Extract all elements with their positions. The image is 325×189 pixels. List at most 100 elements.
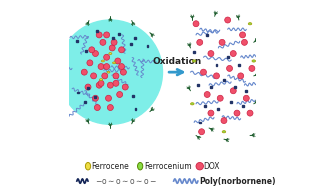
Polygon shape xyxy=(134,37,136,39)
Circle shape xyxy=(240,32,246,38)
Circle shape xyxy=(193,21,199,27)
Ellipse shape xyxy=(101,60,104,62)
Circle shape xyxy=(107,105,113,111)
Circle shape xyxy=(214,73,219,79)
Circle shape xyxy=(104,54,110,60)
Circle shape xyxy=(197,39,203,45)
Circle shape xyxy=(85,84,91,90)
Polygon shape xyxy=(84,101,86,103)
Circle shape xyxy=(117,91,123,98)
Text: Poly(norbornene): Poly(norbornene) xyxy=(200,177,276,186)
Polygon shape xyxy=(197,84,199,86)
Polygon shape xyxy=(85,50,86,52)
Circle shape xyxy=(113,80,119,86)
Polygon shape xyxy=(112,37,113,39)
Ellipse shape xyxy=(137,163,143,170)
Circle shape xyxy=(249,65,255,71)
Circle shape xyxy=(89,47,95,53)
Ellipse shape xyxy=(190,103,194,105)
Circle shape xyxy=(199,129,204,135)
Circle shape xyxy=(115,58,121,64)
Text: $\mathsf{-o{\sim}o{\sim}o{\sim}o-}$: $\mathsf{-o{\sim}o{\sim}o{\sim}o-}$ xyxy=(95,177,157,186)
Circle shape xyxy=(98,64,104,70)
Polygon shape xyxy=(94,96,96,98)
Polygon shape xyxy=(217,108,219,110)
Circle shape xyxy=(91,73,97,79)
Circle shape xyxy=(58,20,162,124)
Polygon shape xyxy=(215,64,217,66)
Polygon shape xyxy=(135,108,136,110)
Polygon shape xyxy=(227,56,228,58)
Polygon shape xyxy=(96,30,98,32)
Polygon shape xyxy=(223,79,225,81)
Polygon shape xyxy=(206,34,208,36)
Circle shape xyxy=(241,39,247,45)
Polygon shape xyxy=(230,101,232,103)
Polygon shape xyxy=(238,64,240,66)
Ellipse shape xyxy=(222,131,226,133)
Text: Ferrocenium: Ferrocenium xyxy=(144,162,191,171)
Polygon shape xyxy=(76,40,78,42)
Circle shape xyxy=(121,69,126,75)
Polygon shape xyxy=(204,105,206,107)
Circle shape xyxy=(93,95,98,101)
Circle shape xyxy=(225,17,231,23)
Polygon shape xyxy=(234,86,236,88)
Circle shape xyxy=(230,88,236,94)
Circle shape xyxy=(96,82,102,88)
Polygon shape xyxy=(118,33,120,35)
Ellipse shape xyxy=(192,60,196,62)
Circle shape xyxy=(208,50,214,57)
Polygon shape xyxy=(193,51,195,53)
Text: Ferrocene: Ferrocene xyxy=(92,162,129,171)
Circle shape xyxy=(196,163,203,170)
Polygon shape xyxy=(242,105,243,107)
Circle shape xyxy=(230,50,236,57)
Circle shape xyxy=(93,50,98,57)
Ellipse shape xyxy=(107,71,110,73)
Circle shape xyxy=(219,39,225,45)
Circle shape xyxy=(234,110,240,116)
Text: Oxidation: Oxidation xyxy=(153,57,202,66)
Polygon shape xyxy=(77,92,79,94)
Circle shape xyxy=(201,69,206,75)
Ellipse shape xyxy=(109,53,112,54)
Circle shape xyxy=(98,80,104,86)
Circle shape xyxy=(119,47,124,53)
Polygon shape xyxy=(210,86,212,88)
Circle shape xyxy=(243,95,249,101)
Circle shape xyxy=(208,110,214,116)
Polygon shape xyxy=(199,122,201,123)
Ellipse shape xyxy=(252,60,255,62)
Polygon shape xyxy=(87,87,89,89)
Circle shape xyxy=(94,105,100,111)
Circle shape xyxy=(104,32,110,38)
Polygon shape xyxy=(245,90,247,92)
Circle shape xyxy=(87,60,93,66)
Circle shape xyxy=(111,39,117,45)
Polygon shape xyxy=(130,43,132,45)
Circle shape xyxy=(107,82,113,88)
Circle shape xyxy=(113,73,119,79)
Circle shape xyxy=(247,110,253,116)
Circle shape xyxy=(109,45,115,51)
Circle shape xyxy=(100,39,106,45)
Text: DOX: DOX xyxy=(203,162,220,171)
Circle shape xyxy=(81,69,87,75)
Circle shape xyxy=(238,73,244,79)
Ellipse shape xyxy=(85,163,91,170)
Ellipse shape xyxy=(99,79,102,81)
Ellipse shape xyxy=(112,62,116,64)
Circle shape xyxy=(122,84,128,90)
Circle shape xyxy=(96,32,102,38)
Circle shape xyxy=(227,65,232,71)
Polygon shape xyxy=(147,45,149,47)
Ellipse shape xyxy=(248,23,252,25)
Circle shape xyxy=(119,64,124,70)
Polygon shape xyxy=(132,95,134,97)
Circle shape xyxy=(102,73,108,79)
Circle shape xyxy=(221,118,227,124)
Circle shape xyxy=(104,64,110,70)
Circle shape xyxy=(204,91,210,98)
Circle shape xyxy=(106,95,111,101)
